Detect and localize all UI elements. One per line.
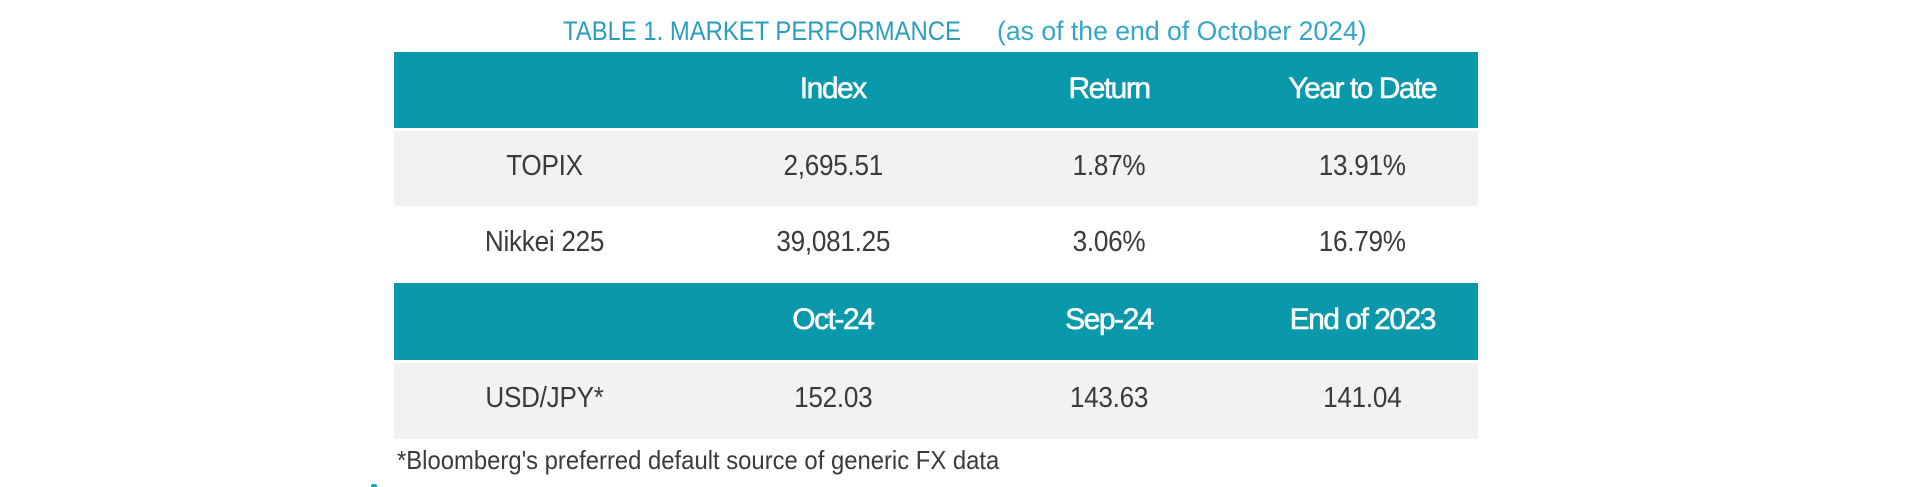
footnote: *Bloomberg's preferred default source of… — [396, 445, 999, 475]
cropped-next-line-mark-icon — [371, 484, 377, 487]
table-title: TABLE 1. MARKET PERFORMANCE (as of the e… — [0, 18, 1920, 45]
cell-nikkei-return: 3.06% — [1072, 225, 1146, 258]
table-row-usdjpy: USD/JPY* 152.03 143.63 141.04 — [393, 362, 1478, 439]
table-title-main: TABLE 1. MARKET PERFORMANCE — [563, 16, 961, 46]
cell-usdjpy-oct: 152.03 — [793, 382, 873, 414]
row-label-usdjpy: USD/JPY* — [484, 382, 604, 414]
cell-topix-ytd: 13.91% — [1318, 149, 1406, 182]
table-row-topix: TOPIX 2,695.51 1.87% 13.91% — [393, 130, 1478, 206]
row-label-topix: TOPIX — [505, 149, 583, 182]
header-cell-sep-24: Sep-24 — [1065, 303, 1155, 337]
cell-nikkei-ytd: 16.79% — [1318, 225, 1406, 258]
table-title-date: (as of the end of October 2024) — [997, 16, 1367, 46]
header-cell-year-to-date: Year to Date — [1288, 71, 1438, 105]
header-cell-return: Return — [1068, 71, 1151, 105]
cell-usdjpy-end2023: 141.04 — [1323, 382, 1402, 414]
cell-nikkei-index: 39,081.25 — [775, 225, 890, 258]
row-label-nikkei: Nikkei 225 — [484, 225, 604, 258]
header-cell-index: Index — [799, 71, 868, 105]
header-row-months: Oct-24 Sep-24 End of 2023 — [393, 282, 1478, 360]
header-row-index: Index Return Year to Date — [393, 51, 1478, 128]
market-performance-table: Index Return Year to Date TOPIX 2,695.51… — [393, 51, 1478, 439]
header-cell-oct-24: Oct-24 — [792, 303, 875, 337]
cell-usdjpy-sep: 143.63 — [1069, 382, 1149, 414]
header-cell-end-of-2023: End of 2023 — [1289, 303, 1436, 337]
cell-topix-return: 1.87% — [1072, 149, 1146, 182]
header-cell-blank — [394, 51, 695, 127]
header-cell-blank-2 — [394, 282, 695, 359]
table-row-nikkei: Nikkei 225 39,081.25 3.06% 16.79% — [393, 205, 1478, 283]
cell-topix-index: 2,695.51 — [782, 149, 883, 182]
